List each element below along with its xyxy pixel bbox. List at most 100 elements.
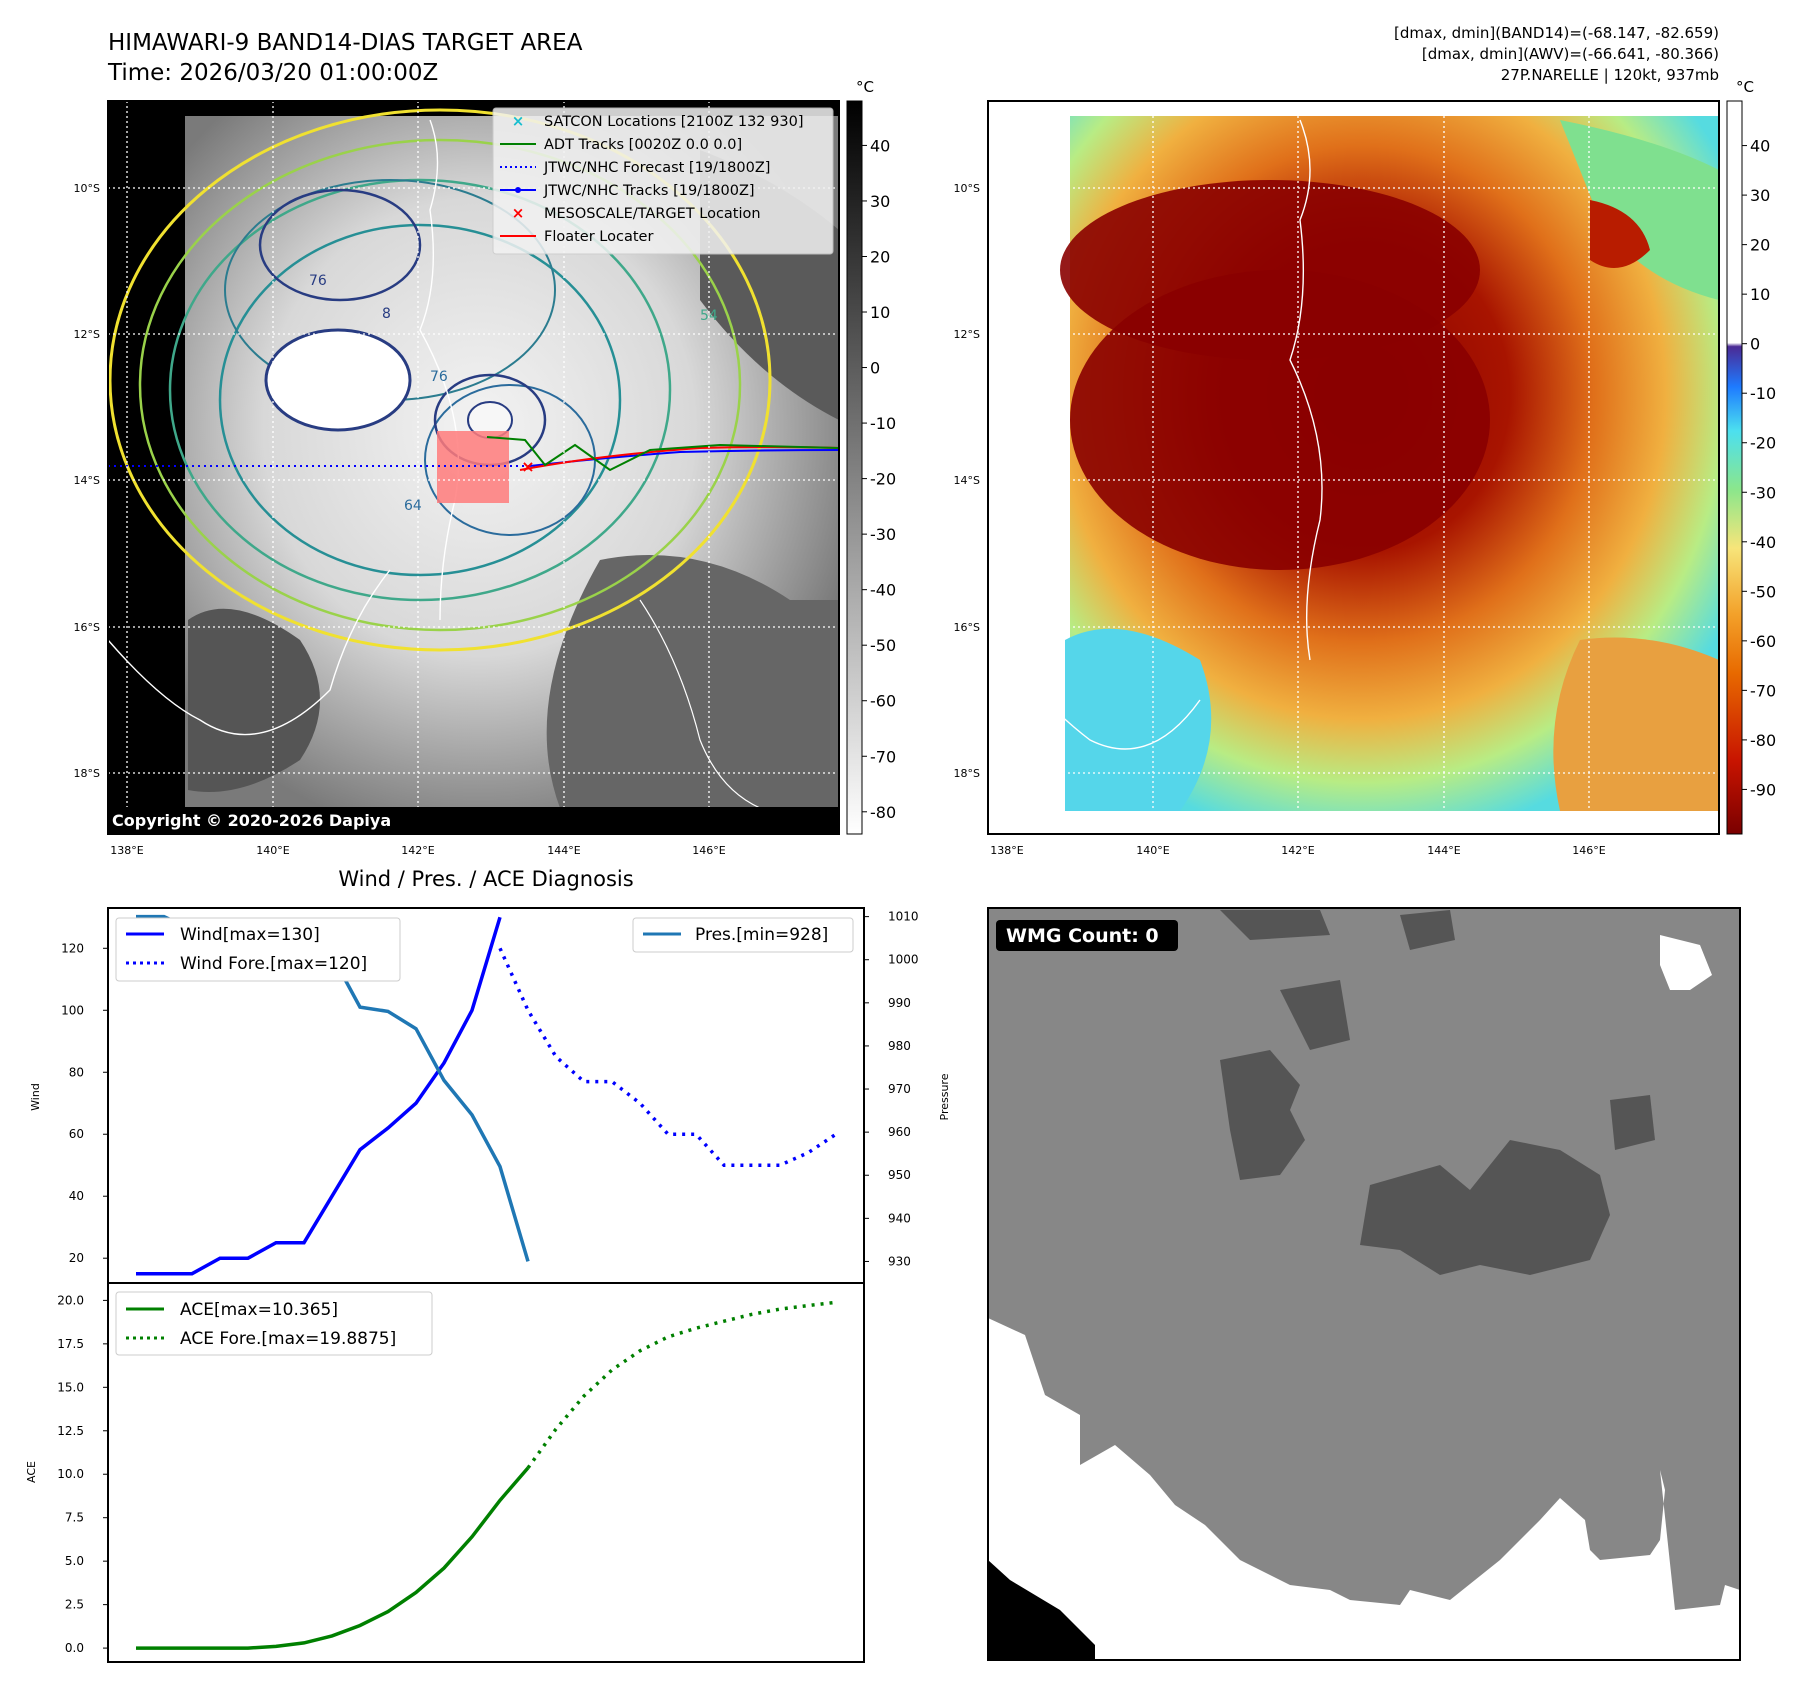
adt-track-line	[486, 436, 839, 472]
figure-title: HIMAWARI-9 BAND14-DIAS TARGET AREA	[108, 30, 583, 56]
map-lat-label: 14°S	[954, 474, 980, 487]
map-lat-label: 16°S	[954, 621, 980, 634]
map-legend-entry: × SATCON Locations [2100Z 132 930]	[512, 112, 804, 130]
wind-chart-title: Wind / Pres. / ACE Diagnosis	[338, 867, 633, 891]
colorbar-tick-label: -40	[1750, 533, 1776, 552]
map-lat-label: 12°S	[954, 328, 980, 341]
map-lon-label: 144°E	[547, 844, 580, 857]
map-legend-label: JTWC/NHC Forecast [19/1800Z]	[543, 160, 770, 176]
pressure-legend-label: Pres.[min=928]	[695, 925, 828, 945]
colorbar-tick-label: -50	[870, 636, 896, 655]
map-legend-label: ADT Tracks [0020Z 0.0 0.0]	[544, 137, 742, 153]
map-lat-label: 12°S	[74, 328, 100, 341]
contour-label: 64	[404, 498, 422, 514]
ace-legend-label: ACE[max=10.365]	[180, 1300, 338, 1320]
map-legend-entry: JTWC/NHC Forecast [19/1800Z]	[500, 160, 770, 176]
colorbar-tick-label: 20	[870, 247, 890, 266]
colorbar-tick-label: -20	[1750, 434, 1776, 453]
pressure-axis-label: Pressure	[938, 1073, 951, 1120]
contour-label: 76	[309, 273, 327, 289]
map-legend-label: SATCON Locations [2100Z 132 930]	[544, 114, 803, 130]
colorbar-tick-label: 20	[1750, 236, 1770, 255]
colorbar-tick-label: -60	[870, 692, 896, 711]
colorbar-tick-label: -80	[1750, 731, 1776, 750]
pressure-y-tick-label: 1000	[888, 953, 919, 967]
colorbar-tick-label: 0	[1750, 335, 1760, 354]
band14-colorbar: °C 40 30 20 10 0 -10 -20 -30 -40 -50 -60 -70 -80	[846, 78, 896, 835]
pressure-y-tick-label: 980	[888, 1039, 911, 1053]
colorbar-tick-label: -30	[870, 525, 896, 544]
awv-colorbar: °C 40 30 20 10 0 -10 -20 -30 -40 -50 -60 -70 -80 -90	[1726, 78, 1776, 835]
ace-y-tick-label: 10.0	[57, 1467, 84, 1481]
map-legend-entry: ADT Tracks [0020Z 0.0 0.0]	[500, 137, 742, 153]
map-legend-entry: JTWC/NHC Tracks [19/1800Z]	[500, 183, 755, 199]
colorbar-tick-label: 40	[870, 136, 890, 155]
wmg-count-label: WMG Count: 0	[1006, 925, 1159, 947]
map-lon-label: 138°E	[990, 844, 1023, 857]
colorbar-tick-label: 0	[870, 359, 880, 378]
ace-y-tick-label: 0.0	[65, 1641, 84, 1655]
ace-chart: 0.0 2.5 5.0 7.5 10.0 12.5 15.0 17.5 20.0 ACE ACE…	[25, 1282, 865, 1663]
target-location-marker: ×	[521, 457, 534, 476]
legend-x-marker: ×	[512, 204, 525, 222]
map-lon-label: 138°E	[110, 844, 143, 857]
colorbar-tick-label: 30	[870, 192, 890, 211]
colorbar-tick-label: -10	[870, 414, 896, 433]
map-legend-label: JTWC/NHC Tracks [19/1800Z]	[543, 183, 755, 199]
map-lat-label: 16°S	[74, 621, 100, 634]
colorbar-tick-label: -40	[870, 581, 896, 600]
colorbar-tick-label: -10	[1750, 384, 1776, 403]
figure-time: Time: 2026/03/20 01:00:00Z	[107, 60, 438, 86]
pressure-y-tick-label: 940	[888, 1211, 911, 1225]
map-lat-label: 18°S	[954, 767, 980, 780]
colorbar-tick-label: -50	[1750, 582, 1776, 601]
colorbar-tick-label: -70	[1750, 681, 1776, 700]
pressure-y-tick-label: 960	[888, 1125, 911, 1139]
colorbar-tick-label: -30	[1750, 483, 1776, 502]
wind-y-tick-label: 100	[61, 1003, 84, 1017]
pressure-y-tick-label: 1010	[888, 910, 919, 924]
map-lat-label: 10°S	[954, 182, 980, 195]
ace-y-tick-label: 5.0	[65, 1554, 84, 1568]
wind-legend-label: Wind[max=130]	[180, 925, 320, 945]
pressure-y-tick-label: 930	[888, 1254, 911, 1268]
pressure-y-tick-label: 970	[888, 1082, 911, 1096]
band14-map-panel: × 76 64 76 54 8 Copyright © 2020-2026 D	[107, 100, 840, 835]
dmax-awv-label: [dmax, dmin](AWV)=(-66.641, -80.366)	[1422, 45, 1719, 63]
colorbar-tick-label: -90	[1750, 780, 1776, 799]
ace-forecast-legend-label: ACE Fore.[max=19.8875]	[180, 1329, 396, 1349]
ace-series-line	[136, 1466, 530, 1650]
contour-label: 54	[700, 308, 718, 324]
target-area-box	[437, 431, 509, 503]
map-lon-label: 142°E	[401, 844, 434, 857]
contour-label: 8	[382, 306, 391, 322]
ace-y-tick-label: 17.5	[57, 1337, 84, 1351]
wind-y-tick-label: 20	[69, 1251, 84, 1265]
map-legend-entry: Floater Locater	[500, 229, 653, 245]
map-legend: × SATCON Locations [2100Z 132 930] ADT Tra…	[492, 107, 834, 255]
wind-legend: Wind[max=130] Wind Fore.[max=120]	[115, 917, 401, 982]
copyright-label: Copyright © 2020-2026 Dapiya	[112, 811, 391, 830]
contour-label: 76	[430, 369, 448, 385]
pressure-legend: Pres.[min=928]	[632, 917, 854, 953]
legend-dot-marker	[515, 187, 521, 193]
colorbar-tick-label: 40	[1750, 137, 1770, 156]
legend-x-marker: ×	[512, 112, 525, 130]
ace-y-tick-label: 7.5	[65, 1511, 84, 1525]
storm-info-label: 27P.NARELLE | 120kt, 937mb	[1501, 66, 1719, 84]
awv-map-panel	[987, 100, 1720, 835]
wind-axis-label: Wind	[29, 1083, 42, 1111]
colorbar-tick-label: -60	[1750, 632, 1776, 651]
colorbar-unit: °C	[1736, 78, 1754, 96]
map-lon-label: 144°E	[1427, 844, 1460, 857]
map-lat-label: 10°S	[74, 182, 100, 195]
colorbar-tick-label: 10	[1750, 285, 1770, 304]
map-legend-entry: × MESOSCALE/TARGET Location	[512, 204, 761, 222]
wmg-panel: WMG Count: 0	[987, 907, 1741, 1661]
wind-forecast-legend-label: Wind Fore.[max=120]	[180, 954, 367, 974]
wind-y-tick-label: 60	[69, 1127, 84, 1141]
colorbar-tick-label: 10	[870, 303, 890, 322]
map-legend-label: MESOSCALE/TARGET Location	[544, 206, 761, 222]
colorbar-tick-label: -80	[870, 803, 896, 822]
